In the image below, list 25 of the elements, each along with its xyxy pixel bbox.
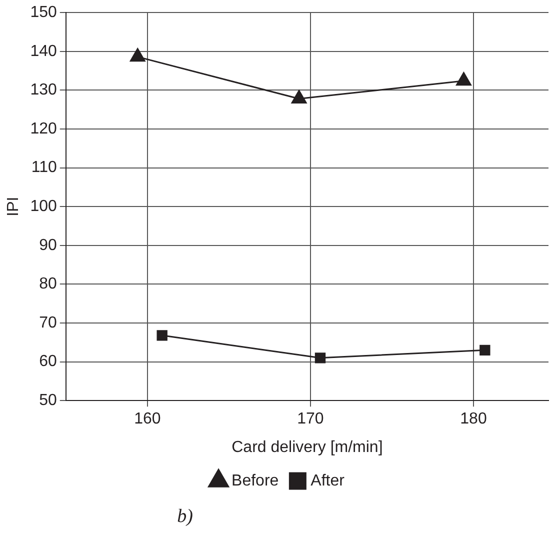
y-tick-label: 70 bbox=[39, 314, 57, 332]
y-tick-label: 130 bbox=[30, 82, 57, 99]
point bbox=[314, 352, 326, 364]
y-tick-label: 80 bbox=[39, 276, 57, 293]
y-tick-label: 60 bbox=[39, 353, 57, 370]
legend-label: After bbox=[310, 472, 346, 490]
point bbox=[156, 330, 168, 341]
point bbox=[291, 90, 307, 104]
x-tick-label: 170 bbox=[297, 410, 324, 428]
y-tick-label: 120 bbox=[30, 120, 57, 138]
x-tick-label: 160 bbox=[134, 410, 161, 428]
point bbox=[130, 48, 146, 62]
y-tick-label: 110 bbox=[31, 159, 57, 176]
x-tick-label: 180 bbox=[460, 410, 487, 428]
y-tick-label: 100 bbox=[30, 198, 57, 216]
y-tick-label: 150 bbox=[30, 4, 57, 22]
y-tick-label: 50 bbox=[39, 392, 57, 410]
x-axis-title: Card delivery [m/min] bbox=[232, 438, 383, 456]
y-tick-label: 90 bbox=[39, 236, 57, 254]
point bbox=[456, 72, 472, 86]
y-axis-title: IPI bbox=[5, 196, 22, 216]
text: b) bbox=[177, 506, 193, 527]
y-tick-label: 140 bbox=[30, 42, 57, 60]
point bbox=[480, 344, 490, 356]
legend-label: Before bbox=[232, 472, 279, 490]
